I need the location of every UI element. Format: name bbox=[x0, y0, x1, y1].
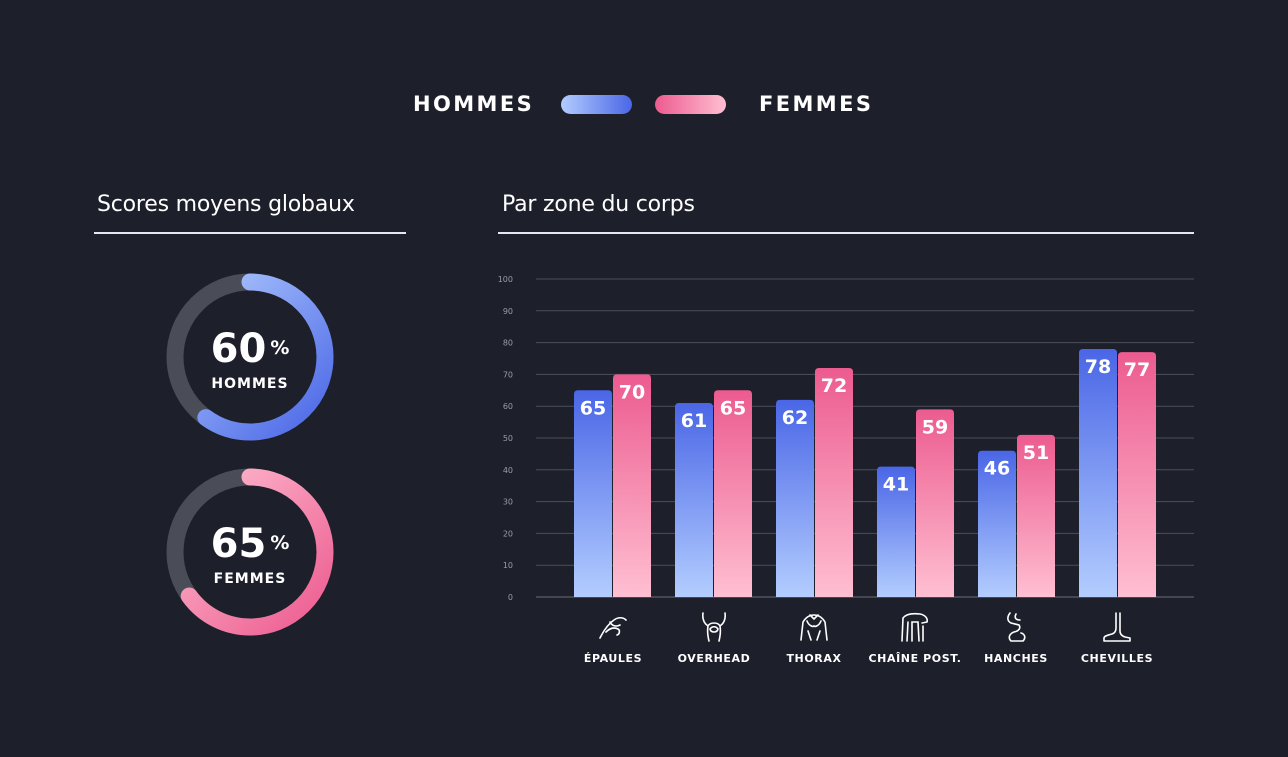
men-ring-arc bbox=[166, 273, 334, 441]
bar-value-label-men: 41 bbox=[883, 474, 909, 496]
y-tick-label: 10 bbox=[503, 561, 513, 570]
bar-value-label-men: 65 bbox=[580, 397, 606, 419]
overhead-icon bbox=[702, 612, 726, 642]
overall-scores-divider bbox=[94, 232, 406, 234]
by-zone-title: Par zone du corps bbox=[502, 192, 695, 217]
men-score-unit: % bbox=[270, 337, 290, 359]
men-score-number: 60 bbox=[210, 326, 267, 372]
bar-value-label-women: 59 bbox=[922, 416, 948, 438]
posterior-chain-icon bbox=[901, 612, 928, 642]
women-score-label: FEMMES bbox=[213, 571, 287, 587]
legend-swatch-women bbox=[655, 95, 726, 114]
category-label-epaules: ÉPAULES bbox=[583, 652, 643, 665]
y-tick-label: 60 bbox=[503, 402, 513, 411]
bar-value-label-women: 65 bbox=[720, 397, 746, 419]
category-label-hanches: HANCHES bbox=[984, 652, 1048, 665]
category-label-chaine-post: CHAÎNE POST. bbox=[868, 652, 962, 665]
bar-men bbox=[1079, 348, 1117, 597]
bar-men bbox=[877, 466, 915, 597]
y-tick-label: 50 bbox=[503, 434, 513, 443]
bar-women bbox=[916, 409, 954, 597]
bar-men bbox=[978, 450, 1016, 597]
legend-swatch-men bbox=[561, 95, 632, 114]
bar-women bbox=[613, 374, 651, 597]
legend: HOMMES FEMMES bbox=[0, 88, 1288, 122]
by-zone-divider bbox=[498, 232, 1194, 234]
women-score-value: 65% bbox=[165, 520, 335, 567]
thorax-icon bbox=[800, 614, 828, 641]
legend-label-women: FEMMES bbox=[759, 92, 874, 116]
bar-value-label-men: 61 bbox=[681, 410, 707, 432]
overall-scores-title: Scores moyens globaux bbox=[97, 192, 355, 217]
bar-value-label-women: 72 bbox=[821, 375, 847, 397]
y-tick-label: 20 bbox=[503, 529, 513, 538]
men-score-ring: 60% HOMMES bbox=[165, 272, 335, 442]
y-tick-label: 100 bbox=[498, 275, 513, 284]
bar-women bbox=[714, 390, 752, 597]
bar-value-label-women: 51 bbox=[1023, 442, 1049, 464]
bar-men bbox=[675, 403, 713, 597]
bar-women bbox=[1017, 434, 1055, 597]
ankle-icon bbox=[1103, 612, 1131, 642]
men-score-value: 60% bbox=[165, 325, 335, 372]
y-tick-label: 30 bbox=[503, 498, 513, 507]
bar-value-label-men: 46 bbox=[984, 458, 1010, 480]
shoulder-icon bbox=[599, 616, 627, 639]
bar-value-label-women: 70 bbox=[619, 381, 645, 403]
bar-value-label-women: 77 bbox=[1124, 359, 1150, 381]
men-score-label: HOMMES bbox=[211, 376, 289, 392]
category-label-overhead: OVERHEAD bbox=[677, 652, 751, 665]
bar-value-label-men: 78 bbox=[1085, 356, 1111, 378]
category-label-thorax: THORAX bbox=[786, 652, 842, 665]
y-tick-label: 80 bbox=[503, 339, 513, 348]
bar-men bbox=[574, 390, 612, 597]
bar-value-label-men: 62 bbox=[782, 407, 808, 429]
hips-icon bbox=[1007, 612, 1026, 642]
women-score-number: 65 bbox=[210, 521, 267, 567]
bar-women bbox=[815, 368, 853, 597]
y-tick-label: 0 bbox=[508, 593, 513, 602]
y-tick-label: 40 bbox=[503, 466, 513, 475]
women-score-unit: % bbox=[270, 532, 290, 554]
women-score-ring: 65% FEMMES bbox=[165, 467, 335, 637]
y-tick-label: 90 bbox=[503, 307, 513, 316]
legend-label-men: HOMMES bbox=[413, 92, 535, 116]
y-tick-label: 70 bbox=[503, 370, 513, 379]
women-ring-arc bbox=[166, 468, 334, 636]
category-label-chevilles: CHEVILLES bbox=[1080, 652, 1154, 665]
bar-men bbox=[776, 399, 814, 597]
bar-women bbox=[1118, 352, 1156, 597]
